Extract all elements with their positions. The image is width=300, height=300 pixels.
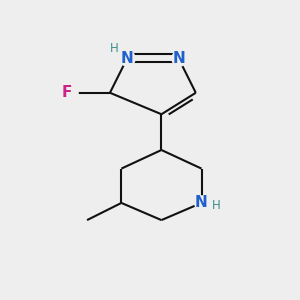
Text: H: H bbox=[110, 42, 118, 55]
Text: H: H bbox=[212, 199, 220, 212]
Text: N: N bbox=[195, 195, 208, 210]
Text: N: N bbox=[172, 51, 185, 66]
Text: F: F bbox=[62, 85, 72, 100]
Text: N: N bbox=[121, 51, 134, 66]
